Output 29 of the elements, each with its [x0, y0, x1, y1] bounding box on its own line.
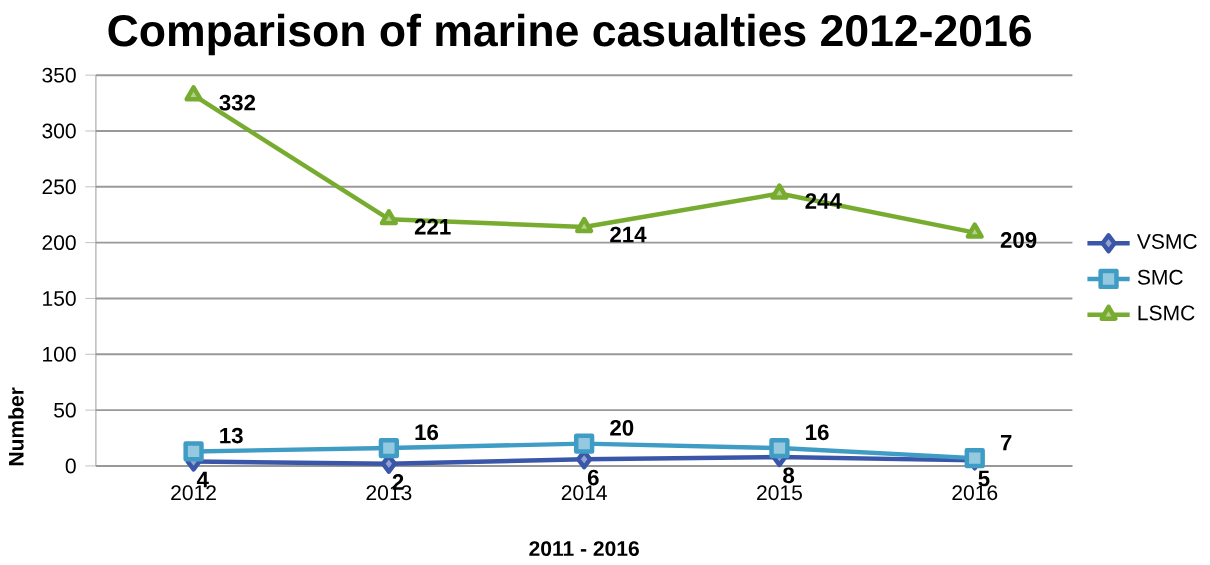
data-label: 5: [978, 470, 990, 487]
legend-label: VSMC: [1136, 234, 1197, 249]
data-label: 332: [219, 94, 256, 111]
y-tick-label: 250: [42, 179, 76, 195]
y-tick-label: 350: [42, 67, 76, 83]
data-label: 6: [587, 469, 599, 486]
y-tick-label: 100: [43, 346, 76, 362]
y-tick-label: 0: [65, 458, 76, 474]
x-tick-label: 2014: [561, 485, 607, 501]
y-tick-label: 150: [43, 291, 76, 306]
data-label: 16: [415, 424, 439, 441]
chart-title: Comparison of marine casualties 2012-2016: [108, 13, 1031, 56]
data-label: 16: [806, 424, 829, 441]
data-label: 13: [220, 427, 243, 444]
data-label: 209: [1000, 232, 1037, 248]
y-tick-label: 50: [54, 402, 76, 418]
data-label: 221: [414, 218, 451, 235]
y-tick-label: 200: [42, 235, 76, 251]
y-axis-title: Number: [8, 387, 24, 466]
x-tick-label: 2015: [757, 485, 802, 501]
data-label: 214: [610, 226, 647, 243]
y-tick-label: 300: [42, 123, 76, 139]
x-axis-title: 2011 - 2016: [529, 541, 639, 557]
legend-label: SMC: [1137, 269, 1183, 285]
data-label: 7: [1000, 434, 1012, 451]
legend-label: LSMC: [1138, 305, 1195, 321]
data-label: 8: [783, 467, 795, 484]
data-label: 20: [610, 419, 634, 436]
x-tick-label: 2016: [952, 485, 998, 501]
